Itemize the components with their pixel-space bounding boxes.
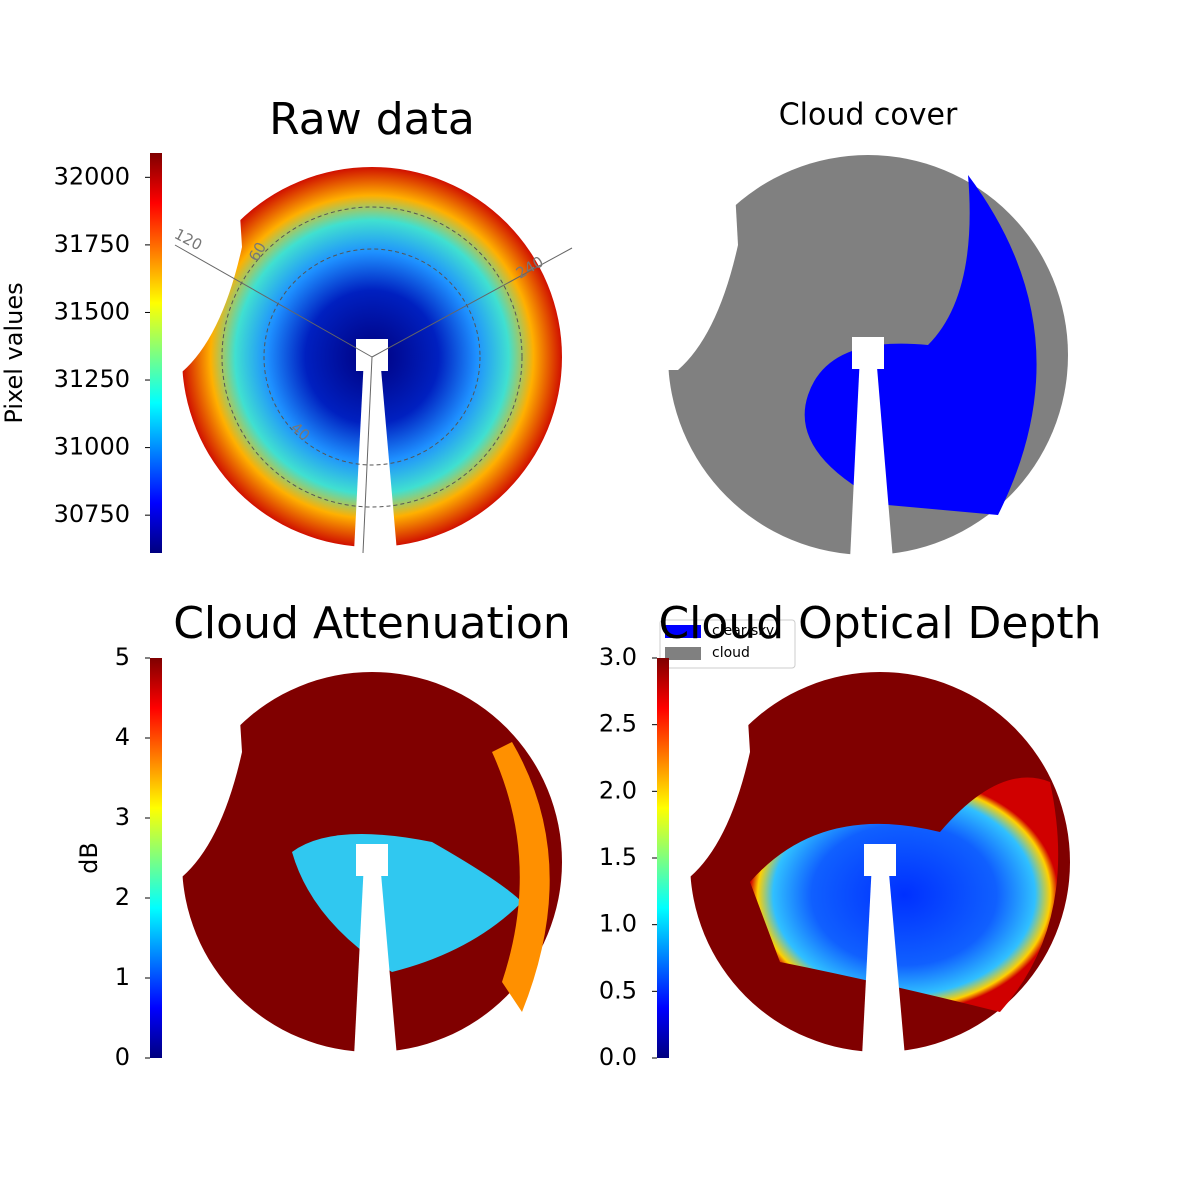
mast [354, 357, 397, 552]
legend-label: clear sky [712, 623, 774, 639]
low-depth-region [750, 777, 1059, 1012]
tick-label: 31750 [54, 230, 130, 258]
edge-region [492, 742, 550, 1012]
tick-label: 31500 [54, 297, 130, 325]
panel-title: Cloud cover [779, 98, 958, 133]
tick-label: 1 [115, 963, 130, 991]
tick-label: 2.0 [599, 776, 637, 804]
colorbar [150, 658, 162, 1058]
tick-label: 31250 [54, 365, 130, 393]
tick-label: 30750 [54, 500, 130, 528]
tick-label: 0.5 [599, 976, 637, 1004]
tick-label: 2 [115, 883, 130, 911]
notch [172, 672, 242, 877]
legend-label: cloud [712, 645, 750, 661]
polar-spoke [371, 247, 573, 358]
mast [850, 355, 893, 560]
notch [172, 167, 242, 372]
panel-title: Raw data [269, 94, 475, 145]
sky-image [680, 672, 1070, 1057]
colorbar [150, 153, 162, 553]
mast [354, 862, 397, 1057]
polar-spoke [174, 244, 373, 358]
tick-label: 3 [115, 803, 130, 831]
center-mask [852, 337, 884, 369]
legend-swatch [665, 647, 701, 660]
polar-ring [221, 206, 523, 508]
colorbar-label: Pixel values [0, 282, 28, 423]
tick-label: 3.0 [599, 643, 637, 671]
tick-label: 0 [115, 1043, 130, 1071]
mast [862, 862, 905, 1057]
notch [658, 155, 738, 370]
low-attenuation-region [292, 834, 522, 972]
panel-title: Cloud Optical Depth [658, 598, 1101, 649]
legend-swatch [665, 625, 701, 638]
panel-title: Cloud Attenuation [173, 598, 571, 649]
notch [680, 672, 750, 877]
tick-label: 0.0 [599, 1043, 637, 1071]
sky-image [172, 167, 562, 552]
tick-label: 5 [115, 643, 130, 671]
center-mask [864, 844, 896, 876]
tick-label: 1.5 [599, 843, 637, 871]
tick-label: 2.5 [599, 710, 637, 738]
colorbar-label: dB [75, 842, 103, 874]
tick-label: 4 [115, 723, 130, 751]
colorbar [657, 658, 669, 1058]
sky-image [658, 155, 1068, 560]
polar-spoke [362, 356, 373, 554]
tick-label: 1.0 [599, 910, 637, 938]
center-mask [356, 844, 388, 876]
polar-ring [263, 248, 481, 466]
tick-label: 32000 [54, 162, 130, 190]
sky-image [172, 672, 562, 1057]
tick-label: 31000 [54, 433, 130, 461]
